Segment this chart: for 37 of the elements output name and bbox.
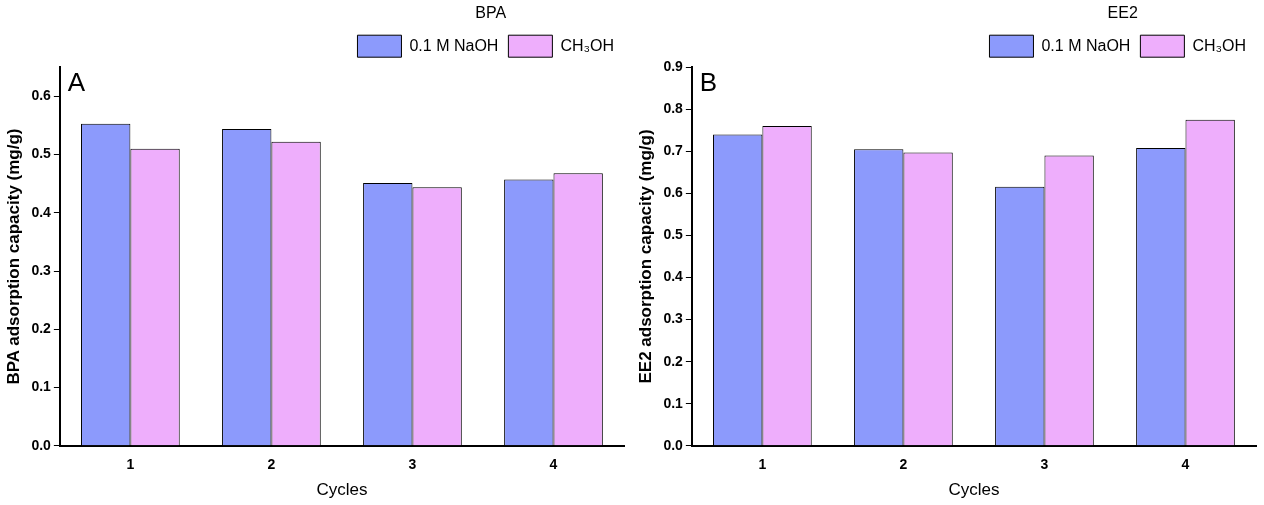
x-tick-label: 3 (1040, 456, 1049, 473)
y-tick-label: 0.2 (31, 320, 52, 337)
legend-label: 0.1 M NaOH (409, 36, 499, 54)
y-tick-label: 0.0 (31, 436, 52, 453)
y-tick-label: 0.1 (663, 394, 684, 411)
legend-label: 0.1 M NaOH (1041, 36, 1131, 54)
x-tick-label: 1 (758, 456, 767, 473)
x-axis-title: Cycles (948, 480, 1000, 500)
y-tick-label: 0.5 (31, 145, 52, 162)
y-tick-label: 0.3 (663, 310, 684, 327)
legend-title: BPA (475, 4, 507, 22)
legend-label: CH₃OH (560, 36, 614, 54)
x-axis-title: Cycles (316, 480, 368, 500)
legend-title: EE2 (1107, 4, 1138, 22)
y-tick-label: 0.7 (663, 142, 684, 159)
annotation: B (699, 67, 718, 98)
y-tick-label: 0.4 (31, 203, 52, 220)
y-tick-label: 0.1 (31, 378, 52, 395)
y-tick-label: 0.4 (663, 268, 684, 285)
x-tick-label: 4 (1181, 456, 1190, 473)
x-tick-label: 2 (899, 456, 908, 473)
y-tick-label: 0.2 (663, 352, 684, 369)
annotation: A (67, 67, 86, 98)
y-axis-title: BPA adsorption capacity (mg/g) (3, 128, 23, 385)
y-tick-label: 0.0 (663, 436, 684, 453)
y-axis-title: EE2 adsorption capacity (mg/g) (635, 129, 655, 384)
x-tick-label: 3 (408, 456, 417, 473)
x-tick-label: 1 (126, 456, 135, 473)
y-tick-label: 0.6 (663, 184, 684, 201)
y-tick-label: 0.5 (663, 226, 684, 243)
y-tick-label: 0.6 (31, 87, 52, 104)
legend-label: CH₃OH (1192, 36, 1246, 54)
x-tick-label: 2 (267, 456, 276, 473)
y-tick-label: 0.9 (663, 58, 684, 75)
y-tick-label: 0.3 (31, 261, 52, 278)
y-tick-label: 0.8 (663, 100, 684, 117)
x-tick-label: 4 (549, 456, 558, 473)
